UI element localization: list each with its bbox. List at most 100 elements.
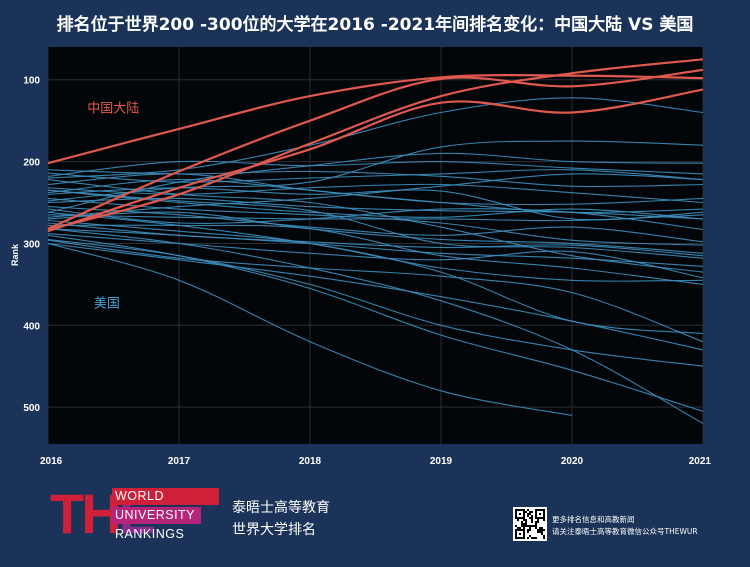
qr-module (521, 525, 523, 527)
qr-module (535, 523, 537, 525)
x-tick-label: 2017 (168, 456, 191, 467)
qr-module (515, 529, 517, 531)
usa-series-line-8 (47, 228, 704, 424)
qr-module (515, 525, 517, 527)
qr-module (529, 511, 531, 513)
qr-module (517, 537, 519, 539)
qr-module (523, 513, 525, 515)
qr-module (537, 529, 539, 531)
x-tick-label: 2019 (430, 456, 453, 467)
qr-module (535, 517, 537, 519)
y-tick-label: 300 (23, 239, 40, 250)
qr-module (527, 537, 529, 539)
usa-series-line-28 (47, 169, 704, 188)
qr-module (521, 521, 523, 523)
usa-series-line-9 (47, 234, 704, 412)
qr-module (539, 531, 541, 533)
qr-module (537, 509, 539, 511)
qr-module (521, 517, 523, 519)
qr-module (515, 509, 517, 511)
qr-code[interactable] (513, 507, 547, 541)
qr-module (541, 509, 543, 511)
qr-module (527, 529, 529, 531)
qr-caption-line-1: 更多排名信息和高教新闻 (552, 515, 635, 524)
qr-module (531, 521, 533, 523)
qr-module (523, 537, 525, 539)
usa-series-line-20 (47, 206, 704, 243)
qr-module (541, 531, 543, 533)
qr-module (537, 521, 539, 523)
y-tick-label: 100 (23, 76, 40, 87)
qr-module (515, 537, 517, 539)
qr-module (515, 511, 517, 513)
qr-module (543, 519, 545, 521)
china-series-group (47, 58, 704, 233)
qr-module (531, 537, 533, 539)
qr-module (543, 515, 545, 517)
qr-module (515, 535, 517, 537)
qr-module (527, 515, 529, 517)
qr-module (523, 527, 525, 529)
qr-module (519, 509, 521, 511)
qr-module (535, 525, 537, 527)
qr-module (517, 509, 519, 511)
qr-module (527, 509, 529, 511)
the-rankings-logo: THE WORLD UNIVERSITY RANKINGS (50, 486, 220, 544)
logo-word-university: UNIVERSITY (112, 507, 201, 524)
usa-series-group (47, 97, 704, 424)
qr-module (523, 519, 525, 521)
qr-module (529, 535, 531, 537)
usa-series-line-1 (47, 183, 704, 204)
qr-module (541, 529, 543, 531)
qr-module (531, 525, 533, 527)
qr-module (531, 517, 533, 519)
qr-module (535, 513, 537, 515)
qr-module (515, 515, 517, 517)
qr-module (519, 537, 521, 539)
china-series-line-4 (47, 58, 704, 231)
qr-module (543, 529, 545, 531)
y-tick-label: 400 (23, 321, 40, 332)
axis-ticks: 100 200 300 400 500 2016 2017 2018 2019 2020 2021 (23, 76, 711, 467)
usa-series-line-17 (47, 222, 704, 257)
brand-text: 泰晤士高等教育 世界大学排名 (232, 497, 330, 541)
qr-module (539, 529, 541, 531)
qr-module (543, 535, 545, 537)
qr-module (539, 509, 541, 511)
qr-module (533, 525, 535, 527)
qr-module (533, 537, 535, 539)
qr-module (523, 525, 525, 527)
logo-word-rankings: RANKINGS (115, 527, 185, 541)
y-tick-label: 200 (23, 158, 40, 169)
usa-series-line-27 (47, 233, 704, 279)
qr-module (543, 511, 545, 513)
qr-module (529, 513, 531, 515)
qr-module (523, 533, 525, 535)
usa-series-line-13 (47, 140, 704, 202)
qr-module (515, 531, 517, 533)
usa-series-line-32 (47, 219, 704, 335)
qr-module (523, 523, 525, 525)
qr-module (531, 515, 533, 517)
qr-module (517, 519, 519, 521)
qr-module (531, 519, 533, 521)
usa-series-line-30 (47, 214, 704, 222)
qr-module (525, 521, 527, 523)
usa-series-line-4 (47, 211, 704, 254)
qr-module (527, 513, 529, 515)
logo-words: WORLD UNIVERSITY RANKINGS (112, 488, 219, 545)
qr-module (537, 519, 539, 521)
qr-module (525, 511, 527, 513)
qr-module (535, 537, 537, 539)
qr-module (537, 517, 539, 519)
qr-module (539, 513, 541, 515)
qr-module (525, 523, 527, 525)
usa-series-line-25 (47, 211, 704, 282)
qr-module (527, 531, 529, 533)
qr-module (541, 517, 543, 519)
qr-module (523, 531, 525, 533)
usa-series-line-21 (47, 187, 704, 221)
usa-series-line-24 (47, 197, 704, 246)
qr-module (529, 525, 531, 527)
